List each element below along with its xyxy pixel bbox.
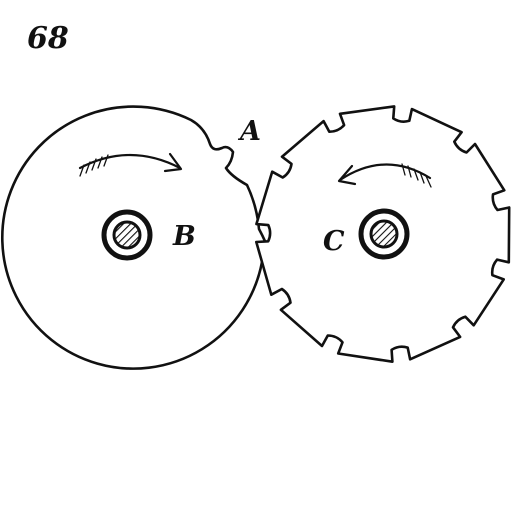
label-a: A bbox=[237, 116, 261, 147]
label-c: C bbox=[323, 226, 345, 257]
figure-number: 68 bbox=[27, 21, 69, 56]
wheel-b-shaft bbox=[112, 220, 142, 250]
wheel-c bbox=[255, 105, 511, 363]
label-b: B bbox=[172, 221, 196, 252]
wheel-c-rotation-arrow bbox=[337, 163, 432, 188]
wheel-b bbox=[0, 105, 272, 370]
wheel-c-shaft bbox=[369, 219, 399, 249]
wheel-b-rotation-arrow bbox=[78, 152, 183, 177]
